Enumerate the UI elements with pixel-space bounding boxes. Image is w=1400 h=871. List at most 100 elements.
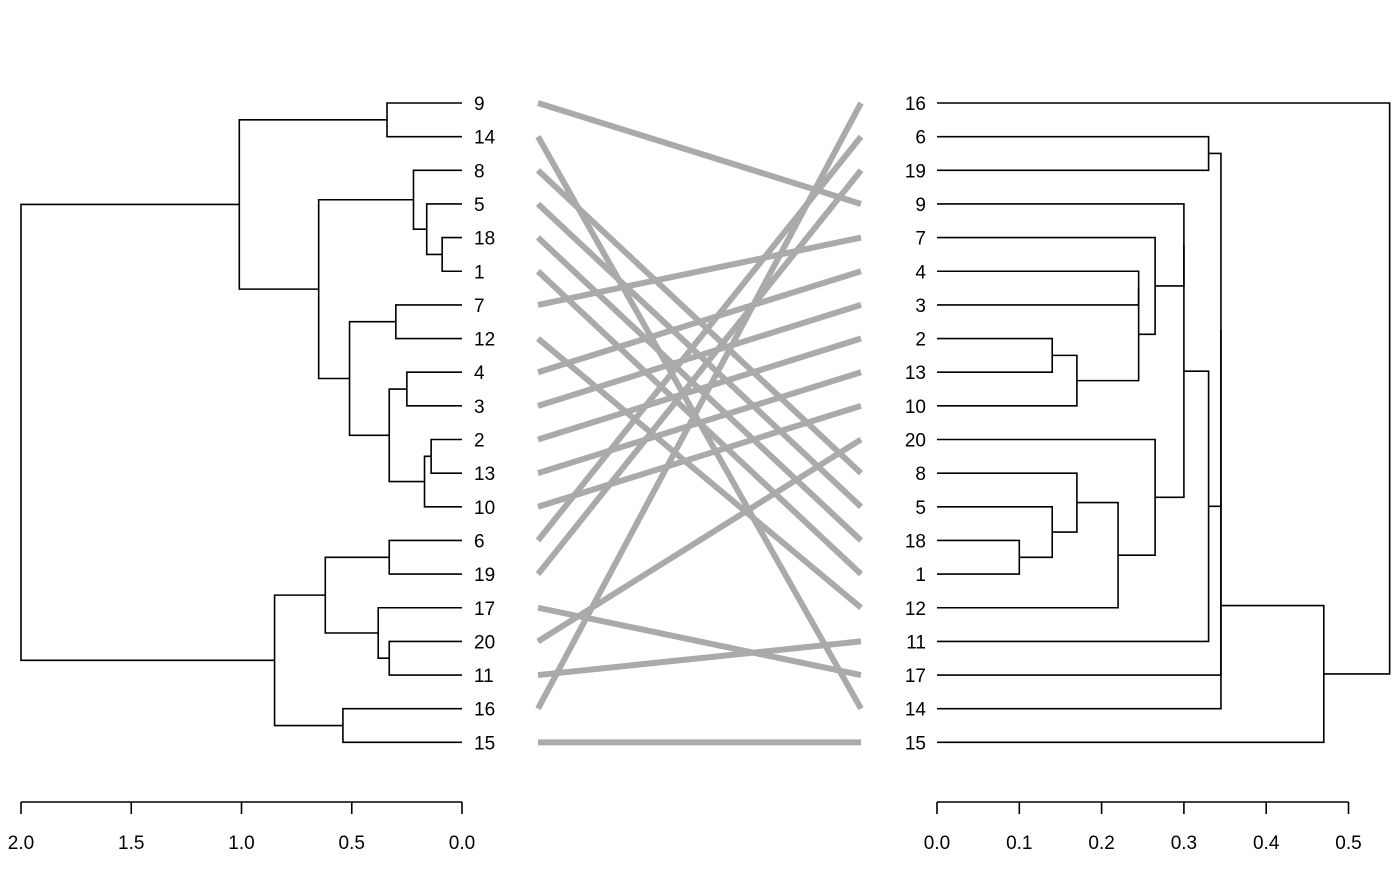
- left-tick-label: 1.0: [228, 833, 254, 854]
- right-leaf-label: 11: [906, 632, 926, 653]
- left-branch-merge-4: [412, 169, 462, 230]
- right-leaf-label: 4: [915, 262, 926, 283]
- right-leaf-label: 8: [915, 464, 926, 485]
- right-leaf-label: 17: [905, 666, 926, 687]
- left-branch-merge-2: [425, 203, 462, 256]
- right-leaf-label: 9: [915, 195, 926, 216]
- left-leaf-label: 3: [474, 397, 485, 418]
- right-tick-label: 0.0: [924, 833, 950, 854]
- right-branch-merge-0: [937, 539, 1021, 575]
- left-leaf-label: 20: [474, 632, 495, 653]
- right-leaf-label: 20: [905, 431, 926, 452]
- right-axis: 0.0 0.1 0.2 0.3 0.4 0.5: [924, 801, 1362, 854]
- right-branch-merge-7: [1076, 288, 1140, 382]
- right-leaf-label: 6: [915, 128, 926, 149]
- left-branch-merge-5: [406, 371, 462, 407]
- connector-line: [537, 335, 862, 443]
- left-leaf-label: 10: [474, 498, 495, 519]
- connector-line: [537, 234, 862, 308]
- right-tick-label: 0.3: [1171, 833, 1197, 854]
- right-leaf-label: 5: [915, 498, 926, 519]
- right-branch-merge-6: [937, 270, 1140, 306]
- right-leaf-label: 10: [905, 397, 926, 418]
- left-axis: 2.0 1.5 1.0 0.5 0.0: [8, 801, 475, 854]
- right-branch-merge-2: [937, 506, 1054, 559]
- right-leaf-label: 7: [915, 229, 926, 250]
- right-tick-label: 0.4: [1253, 833, 1280, 854]
- right-dendrogram: [937, 102, 1391, 744]
- left-leaf-label: 2: [474, 431, 485, 452]
- left-leaf-label: 4: [474, 363, 485, 384]
- left-branch-merge-0: [441, 236, 462, 273]
- left-leaf-label: 17: [474, 599, 495, 620]
- right-tick-label: 0.5: [1335, 833, 1361, 854]
- right-branch-merge-3: [937, 354, 1078, 407]
- left-branch-merge-1: [430, 438, 462, 474]
- left-branch-merge-3: [423, 455, 462, 508]
- right-branch-merge-14: [1208, 152, 1222, 508]
- left-tick-label: 0.0: [449, 833, 475, 854]
- left-leaf-label: 5: [474, 195, 485, 216]
- connector-line: [537, 638, 862, 679]
- left-leaf-label: 9: [474, 94, 485, 115]
- left-leaf-label: 13: [474, 464, 495, 485]
- right-leaf-label: 2: [915, 330, 926, 351]
- left-branch-merge-14: [324, 556, 390, 634]
- connector-line: [536, 336, 863, 611]
- connector-line: [537, 369, 862, 477]
- left-leaf-label: 6: [474, 531, 485, 552]
- right-branch-merge-17: [937, 604, 1325, 744]
- left-tick-label: 2.0: [8, 833, 34, 854]
- right-leaf-label: 19: [905, 161, 926, 182]
- left-branch-merge-15: [317, 198, 414, 380]
- left-tick-label: 0.5: [339, 833, 365, 854]
- right-leaf-label: 15: [905, 733, 926, 754]
- right-branch-merge-1: [937, 337, 1054, 373]
- left-leaf-label: 12: [474, 330, 495, 351]
- left-branch-merge-16: [273, 594, 343, 727]
- left-dendrogram: [20, 102, 462, 744]
- right-branch-merge-9: [937, 236, 1156, 336]
- connector-line: [537, 302, 862, 409]
- left-branch-merge-13: [342, 707, 462, 744]
- left-branch-merge-18: [20, 203, 275, 662]
- left-branch-merge-6: [395, 304, 462, 340]
- left-leaf-label: 1: [474, 262, 485, 283]
- left-leaf-label: 15: [474, 733, 495, 754]
- right-branch-merge-4: [937, 472, 1078, 533]
- left-leaf-label: 8: [474, 161, 485, 182]
- left-branch-merge-7: [388, 539, 462, 575]
- connector-line: [537, 268, 862, 376]
- right-tick-label: 0.1: [1006, 833, 1032, 854]
- right-leaf-labels: 16 6 19 9 7 4 3 2 13 10 20 8 5 18 1 12 11 17 14 15: [905, 94, 927, 754]
- left-leaf-label: 14: [474, 128, 496, 149]
- right-leaf-label: 1: [915, 565, 926, 586]
- right-leaf-label: 13: [905, 363, 926, 384]
- connector-line: [535, 168, 864, 576]
- connector-line: [537, 604, 862, 678]
- connector-line: [535, 101, 864, 711]
- right-leaf-label: 18: [905, 531, 926, 552]
- left-branch-merge-8: [388, 640, 462, 676]
- left-leaf-label: 19: [474, 565, 495, 586]
- right-branch-merge-18: [937, 102, 1391, 675]
- connector-line: [537, 402, 862, 510]
- right-leaf-label: 14: [905, 700, 927, 721]
- right-tick-label: 0.2: [1088, 833, 1114, 854]
- right-branch-merge-16: [937, 502, 1222, 710]
- right-leaf-label: 16: [905, 94, 926, 115]
- right-branch-merge-12: [937, 135, 1210, 172]
- right-branch-merge-5: [937, 501, 1119, 609]
- left-leaf-label: 16: [474, 700, 495, 721]
- left-tick-label: 1.5: [118, 833, 144, 854]
- right-branch-merge-8: [937, 438, 1156, 556]
- left-leaf-label: 18: [474, 229, 495, 250]
- left-branch-merge-11: [377, 606, 462, 660]
- connector-lines: [535, 100, 864, 746]
- left-leaf-label: 11: [474, 666, 494, 687]
- right-leaf-label: 3: [915, 296, 926, 317]
- connector-line: [537, 100, 862, 207]
- right-branch-merge-10: [937, 203, 1185, 287]
